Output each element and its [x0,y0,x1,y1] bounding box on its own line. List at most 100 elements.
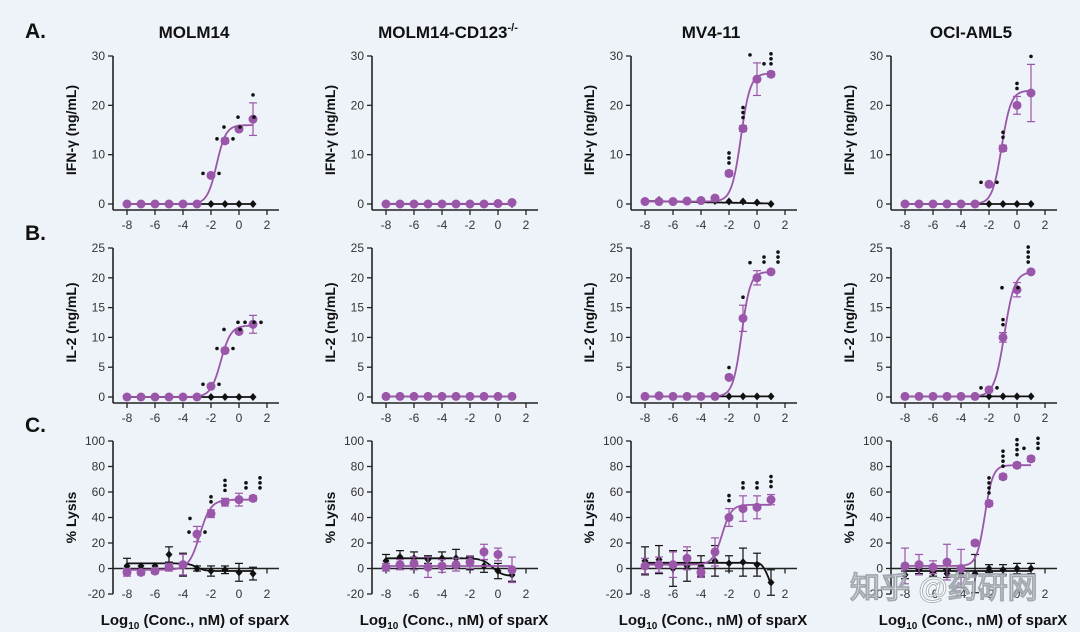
data-point-sparx [1026,454,1036,464]
y-tick-label: 20 [92,271,106,285]
data-point-sparx [178,392,188,402]
x-tick-label: -8 [381,587,392,601]
x-tick-label: 0 [754,411,761,425]
x-tick-label: -2 [984,587,995,601]
x-tick-label: -4 [696,587,707,601]
significance-marker [1001,317,1005,322]
x-tick-label: -4 [437,587,448,601]
data-point-control [767,392,775,401]
data-point-sparx [738,124,748,134]
y-tick-label: 20 [610,98,624,112]
panel-label-c: C. [25,414,46,437]
significance-marker [769,474,773,479]
data-point-control [985,392,993,401]
y-tick-label: 10 [351,330,365,344]
data-point-sparx [451,391,461,401]
data-point-sparx [914,560,924,570]
x-axis-label: Log10 (Conc., nM) of sparX [619,612,808,632]
data-point-sparx [136,199,146,209]
data-point-sparx [914,391,924,401]
data-point-sparx [493,199,503,209]
data-point-sparx [654,560,664,570]
significance-marker [727,156,731,160]
data-point-sparx [493,391,503,401]
y-tick-label: 25 [351,241,365,255]
x-tick-label: 2 [782,411,789,425]
y-tick-label: 20 [610,536,624,550]
significance-marker [741,486,745,490]
y-tick-label: -20 [606,587,624,601]
x-tick-label: 2 [523,587,530,601]
data-point-sparx [465,391,475,401]
data-point-control [767,578,775,587]
significance-marker [987,476,991,480]
significance-marker [1001,464,1005,468]
significance-marker [762,255,766,259]
x-label-subscript: 10 [646,621,658,632]
x-tick-label: 0 [236,411,243,425]
significance-marker [748,260,752,265]
y-tick-label: 20 [351,98,365,112]
y-tick-label: 100 [344,434,364,448]
y-axis-label: IFN-γ (ng/mL) [581,85,597,175]
data-point-sparx [640,391,650,401]
data-point-sparx [192,529,202,539]
fit-curve-sparx [127,498,253,571]
x-tick-label: 0 [1014,411,1021,425]
data-point-sparx [1026,267,1036,277]
data-point-control [235,200,243,208]
data-point-sparx [465,557,475,567]
data-point-control [438,554,446,563]
significance-marker [769,484,773,489]
x-label-subscript: 10 [387,621,399,632]
y-axis-label: IFN-γ (ng/mL) [63,85,79,175]
data-point-sparx [220,346,230,356]
data-point-control [753,392,761,401]
data-point-control [999,392,1007,401]
data-point-sparx [437,199,447,209]
x-tick-label: 2 [1042,587,1049,601]
fit-curve-sparx [645,271,771,398]
y-tick-label: 40 [351,511,365,525]
y-tick-label: 0 [98,197,105,211]
significance-marker [741,110,745,115]
data-point-sparx [192,392,202,402]
x-label-subscript: 10 [906,621,918,632]
data-point-control [207,200,215,208]
data-point-sparx [409,391,419,401]
data-point-sparx [220,497,230,507]
x-tick-label: -2 [465,218,476,232]
data-point-control [985,564,993,573]
x-tick-label: -6 [928,411,939,425]
chart-panel-b-3: 0 5 10 15 20 25 -8 -6 -4 -2 0 2 IL-2 (ng/mL) [841,241,1057,425]
x-tick-label: 0 [495,411,502,425]
column-title-molm14: MOLM14 [159,23,230,42]
data-point-sparx [738,313,748,323]
significance-marker [223,488,227,493]
data-point-control [725,197,733,206]
data-point-sparx [696,567,706,577]
data-point-sparx [423,199,433,209]
data-point-sparx [724,168,734,178]
data-point-control [235,568,243,577]
significance-marker [769,56,773,61]
significance-marker [1015,86,1019,91]
significance-marker [776,260,780,264]
fit-curve-sparx [127,324,253,398]
data-point-sparx [682,553,692,563]
data-point-sparx [206,381,216,391]
data-point-sparx [423,391,433,401]
x-tick-label: 0 [754,218,761,232]
x-label-rest: (Conc., nM) of sparX [398,612,548,629]
y-tick-label: 60 [351,485,365,499]
y-tick-label: 15 [870,301,884,315]
data-point-sparx [465,199,475,209]
y-tick-label: -20 [347,587,365,601]
data-point-control [999,565,1007,574]
significance-marker [188,516,192,521]
x-tick-label: -8 [640,218,651,232]
x-tick-label: -4 [696,218,707,232]
column-title-text: MOLM14-CD123 [378,23,507,42]
